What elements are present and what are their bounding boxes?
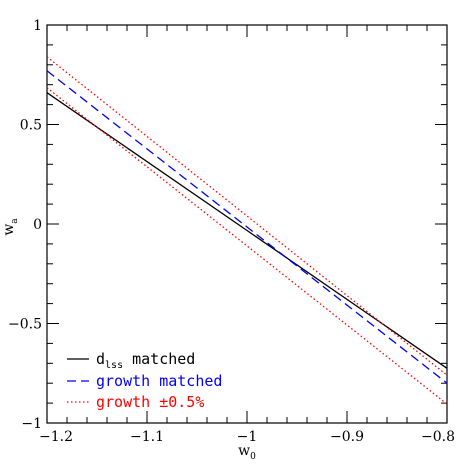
- y-tick-label: −1: [21, 416, 42, 432]
- y-tick-label: 0: [33, 217, 42, 233]
- axis-ticks: [46, 24, 448, 424]
- legend-label-d-lss-matched: dlss matched: [96, 350, 195, 371]
- series-line-2: [46, 70, 448, 384]
- x-tick-label: −0.9: [330, 429, 364, 445]
- legend-label-growth-range: growth ±0.5%: [96, 393, 204, 411]
- y-tick-label: −0.5: [8, 317, 42, 333]
- y-tick-label: 0.5: [20, 118, 42, 134]
- y-tick-labels: −1 −0.5 0 0.5 1: [8, 18, 42, 432]
- x-axis-label: w0: [238, 443, 256, 462]
- x-tick-label: −1: [237, 429, 258, 445]
- series-line-3: [46, 56, 448, 376]
- x-tick-labels: −1.2 −1.1 −1 −0.9 −0.8: [39, 429, 455, 445]
- series-line-1: [46, 92, 448, 369]
- series-line-4: [46, 87, 448, 405]
- series-lines: [46, 56, 448, 405]
- legend-label-growth-matched: growth matched: [96, 372, 222, 390]
- x-tick-label: −0.8: [421, 429, 455, 445]
- y-tick-label: 1: [33, 18, 42, 34]
- x-tick-label: −1.1: [130, 429, 164, 445]
- x-tick-label: −1.2: [39, 429, 73, 445]
- legend: dlss matched growth matched growth ±0.5%: [67, 350, 222, 411]
- y-axis-label: wa: [1, 218, 20, 236]
